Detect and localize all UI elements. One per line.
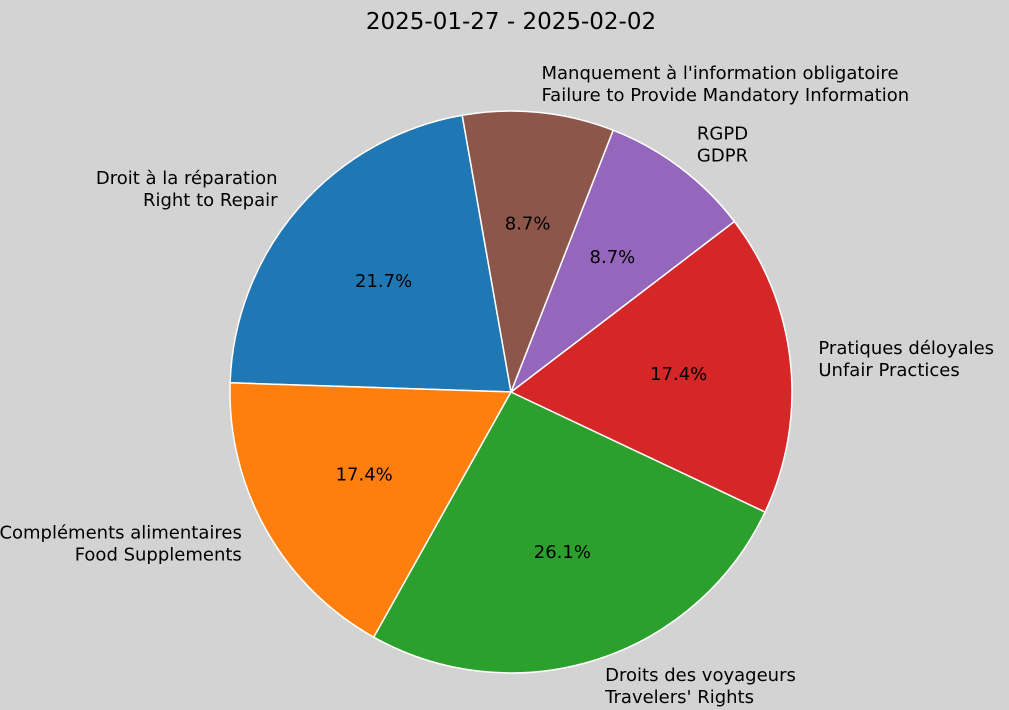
- percent-label: 17.4%: [336, 464, 393, 485]
- pie-slice-failure-to-provide-mandatory-information: [461, 110, 614, 393]
- pie-slices: [229, 110, 793, 674]
- category-label-en: Failure to Provide Mandatory Information: [541, 85, 909, 106]
- percent-label: 8.7%: [590, 247, 636, 268]
- percent-labels: 21.7% 17.4% 26.1% 17.4% 8.7% 8.7%: [336, 214, 708, 563]
- category-label: Pratiques déloyales Unfair Practices: [818, 338, 994, 381]
- percent-label: 17.4%: [650, 364, 707, 385]
- category-label-fr: Droits des voyageurs: [605, 665, 796, 686]
- percent-label: 26.1%: [534, 542, 591, 563]
- category-label-en: Right to Repair: [143, 190, 278, 211]
- category-labels: Droit à la réparation Right to Repair Comp…: [0, 63, 994, 708]
- category-label-fr: Manquement à l'information obligatoire: [541, 63, 898, 84]
- category-label-en: Food Supplements: [75, 544, 242, 565]
- category-label: Compléments alimentaires Food Supplements: [0, 522, 242, 565]
- percent-label: 8.7%: [505, 214, 551, 235]
- percent-label: 21.7%: [355, 271, 412, 292]
- category-label: Droit à la réparation Right to Repair: [96, 168, 278, 211]
- pie-slice-right-to-repair: [229, 114, 512, 393]
- category-label: Manquement à l'information obligatoire Fa…: [541, 63, 909, 106]
- category-label-en: Unfair Practices: [818, 360, 959, 381]
- category-label: RGPD GDPR: [697, 124, 748, 167]
- category-label-fr: Pratiques déloyales: [818, 338, 994, 359]
- pie-slice-travelers-rights: [372, 391, 766, 674]
- category-label-fr: RGPD: [697, 124, 748, 145]
- category-label: Droits des voyageurs Travelers' Rights: [604, 665, 796, 708]
- category-label-en: Travelers' Rights: [604, 687, 754, 708]
- category-label-fr: Compléments alimentaires: [0, 522, 242, 543]
- pie-slice-gdpr: [510, 129, 736, 393]
- category-label-fr: Droit à la réparation: [96, 168, 278, 189]
- category-label-en: GDPR: [697, 146, 748, 167]
- pie-slice-unfair-practices: [510, 220, 793, 513]
- pie-slice-food-supplements: [229, 382, 512, 638]
- chart-title: 2025-01-27 - 2025-02-02: [366, 9, 656, 35]
